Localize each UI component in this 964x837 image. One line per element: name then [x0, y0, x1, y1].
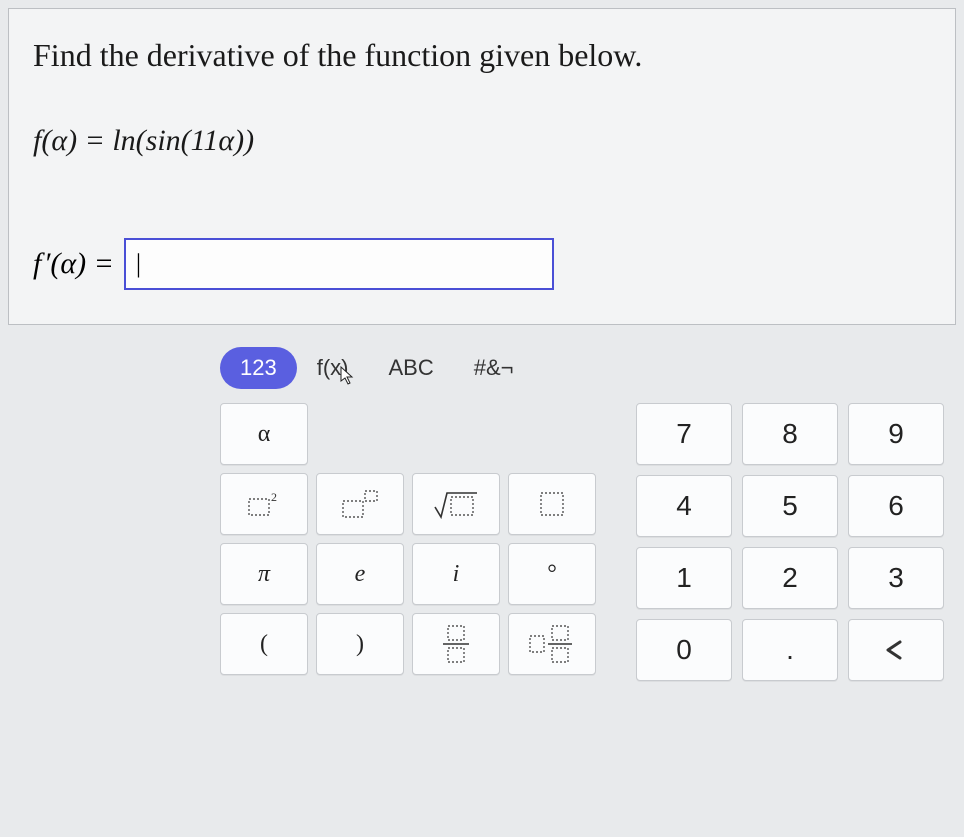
question-formula: f(α) = ln(sin(11α)) [33, 124, 931, 158]
tab-123[interactable]: 123 [220, 347, 297, 389]
answer-input[interactable] [124, 238, 554, 290]
key-3[interactable]: 3 [848, 547, 944, 609]
key-)[interactable]: ) [316, 613, 404, 675]
key-0[interactable]: 0 [636, 619, 732, 681]
key-empty [316, 403, 404, 465]
question-prompt: Find the derivative of the function give… [33, 37, 931, 74]
answer-row: f ′(α) = [33, 238, 931, 290]
key-π[interactable]: π [220, 543, 308, 605]
key-empty [412, 403, 500, 465]
key-4[interactable]: 4 [636, 475, 732, 537]
key-dot[interactable]: . [742, 619, 838, 681]
key-7[interactable]: 7 [636, 403, 732, 465]
key-frac-icon[interactable] [412, 613, 500, 675]
key-empty [508, 403, 596, 465]
number-keys-grid: 789 456 123 0. [636, 403, 944, 681]
tab-abc[interactable]: ABC [368, 347, 453, 389]
key-i[interactable]: i [412, 543, 500, 605]
key-sq-icon[interactable]: 2 [220, 473, 308, 535]
key-mixed-icon[interactable] [508, 613, 596, 675]
key-8[interactable]: 8 [742, 403, 838, 465]
key-([interactable]: ( [220, 613, 308, 675]
chevron-left-icon [882, 640, 910, 660]
keypad: 123f(x)ABC#&¬ α2πei°() 7894561230. [0, 347, 964, 681]
tab-[interactable]: #&¬ [454, 347, 534, 389]
key-e[interactable]: e [316, 543, 404, 605]
key-5[interactable]: 5 [742, 475, 838, 537]
key-1[interactable]: 1 [636, 547, 732, 609]
key-°[interactable]: ° [508, 543, 596, 605]
key-pow-icon[interactable] [316, 473, 404, 535]
keypad-tabs: 123f(x)ABC#&¬ [220, 347, 964, 389]
key-6[interactable]: 6 [848, 475, 944, 537]
function-keys-grid: α 2 πei° () [220, 403, 596, 675]
key-2[interactable]: 2 [742, 547, 838, 609]
key-9[interactable]: 9 [848, 403, 944, 465]
answer-label: f ′(α) = [33, 247, 114, 281]
svg-text:2: 2 [271, 490, 277, 504]
key-backspace[interactable] [848, 619, 944, 681]
tab-fx[interactable]: f(x) [297, 347, 369, 389]
key-sqrt-icon[interactable] [412, 473, 500, 535]
question-panel: Find the derivative of the function give… [8, 8, 956, 325]
key-α[interactable]: α [220, 403, 308, 465]
key-box-icon[interactable] [508, 473, 596, 535]
